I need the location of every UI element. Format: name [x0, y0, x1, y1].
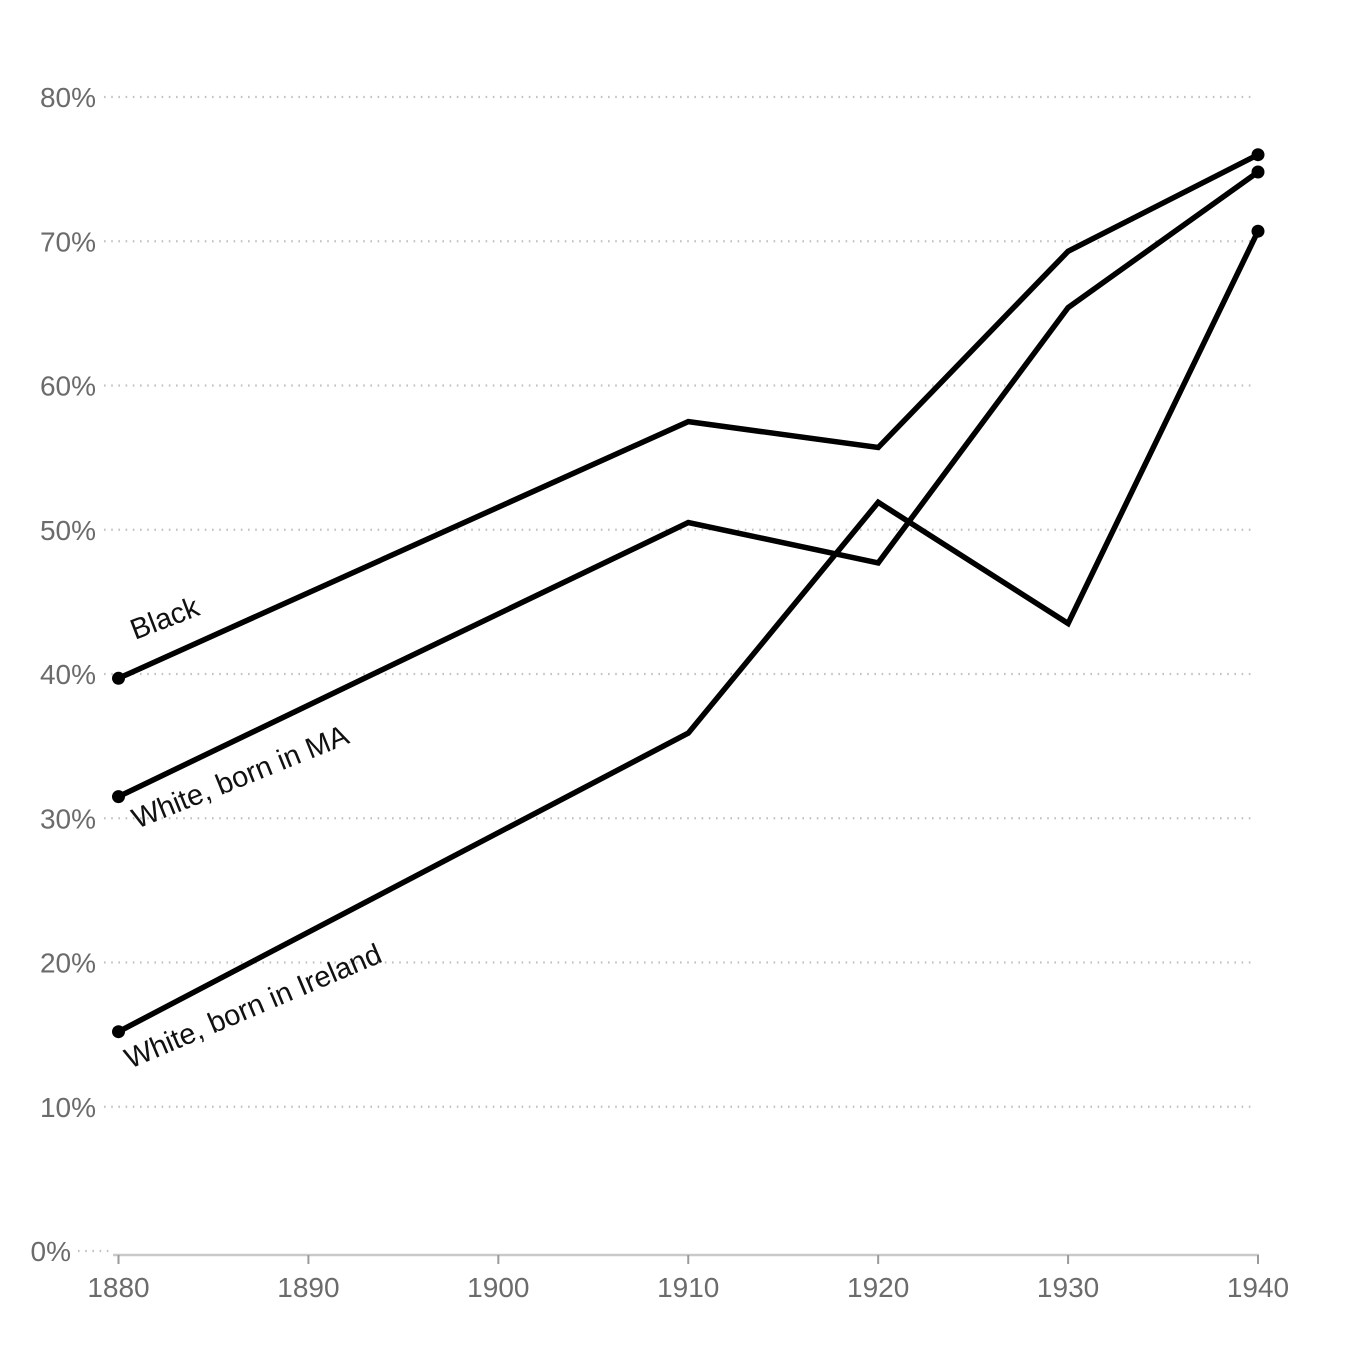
series-labels-group: Black White, born in MA White, born in I… [120, 591, 386, 1075]
x-axis-labels-group: 1880 1890 1900 1910 1920 1930 1940 [87, 1272, 1289, 1303]
series-lines-group [117, 152, 1261, 1035]
y-axis-tick-label: 80% [40, 82, 96, 113]
y-axis-tick-label: 70% [40, 226, 96, 257]
x-axis-tick-label: 1880 [87, 1272, 149, 1303]
series-endpoint-dot [1251, 148, 1265, 162]
x-axis-tick-label: 1900 [467, 1272, 529, 1303]
y-axis-tick-label: 10% [40, 1092, 96, 1123]
y-axis-tick-label: 0% [31, 1236, 71, 1267]
series-line [117, 230, 1261, 1035]
series-endpoint-dot [112, 671, 125, 685]
y-axis-tick-label: 30% [40, 803, 96, 834]
x-axis-tick-label: 1890 [277, 1272, 339, 1303]
series-line [117, 169, 1260, 800]
endpoint-dots-group [112, 148, 1265, 1039]
y-axis-tick-label: 60% [40, 371, 96, 402]
y-axis-tick-label: 50% [40, 515, 96, 546]
y-axis-tick-label: 20% [40, 948, 96, 979]
series-endpoint-dot [1251, 224, 1265, 238]
y-axis-tick-label: 40% [40, 659, 96, 690]
x-axis-tick-label: 1930 [1037, 1272, 1099, 1303]
series-label-black: Black [126, 591, 204, 646]
x-axis-group [113, 1253, 1259, 1264]
series-endpoint-dot [112, 790, 125, 804]
x-axis-tick-label: 1940 [1227, 1272, 1289, 1303]
x-axis-tick-label: 1920 [847, 1272, 909, 1303]
y-axis-labels-group: 0% 10% 20% 30% 40% 50% 60% 70% 80% [31, 82, 96, 1267]
gridlines-group [78, 95, 1252, 1253]
x-axis-tick-label: 1910 [657, 1272, 719, 1303]
series-endpoint-dot [1251, 165, 1265, 179]
series-endpoint-dot [112, 1025, 125, 1039]
series-line [117, 152, 1260, 681]
